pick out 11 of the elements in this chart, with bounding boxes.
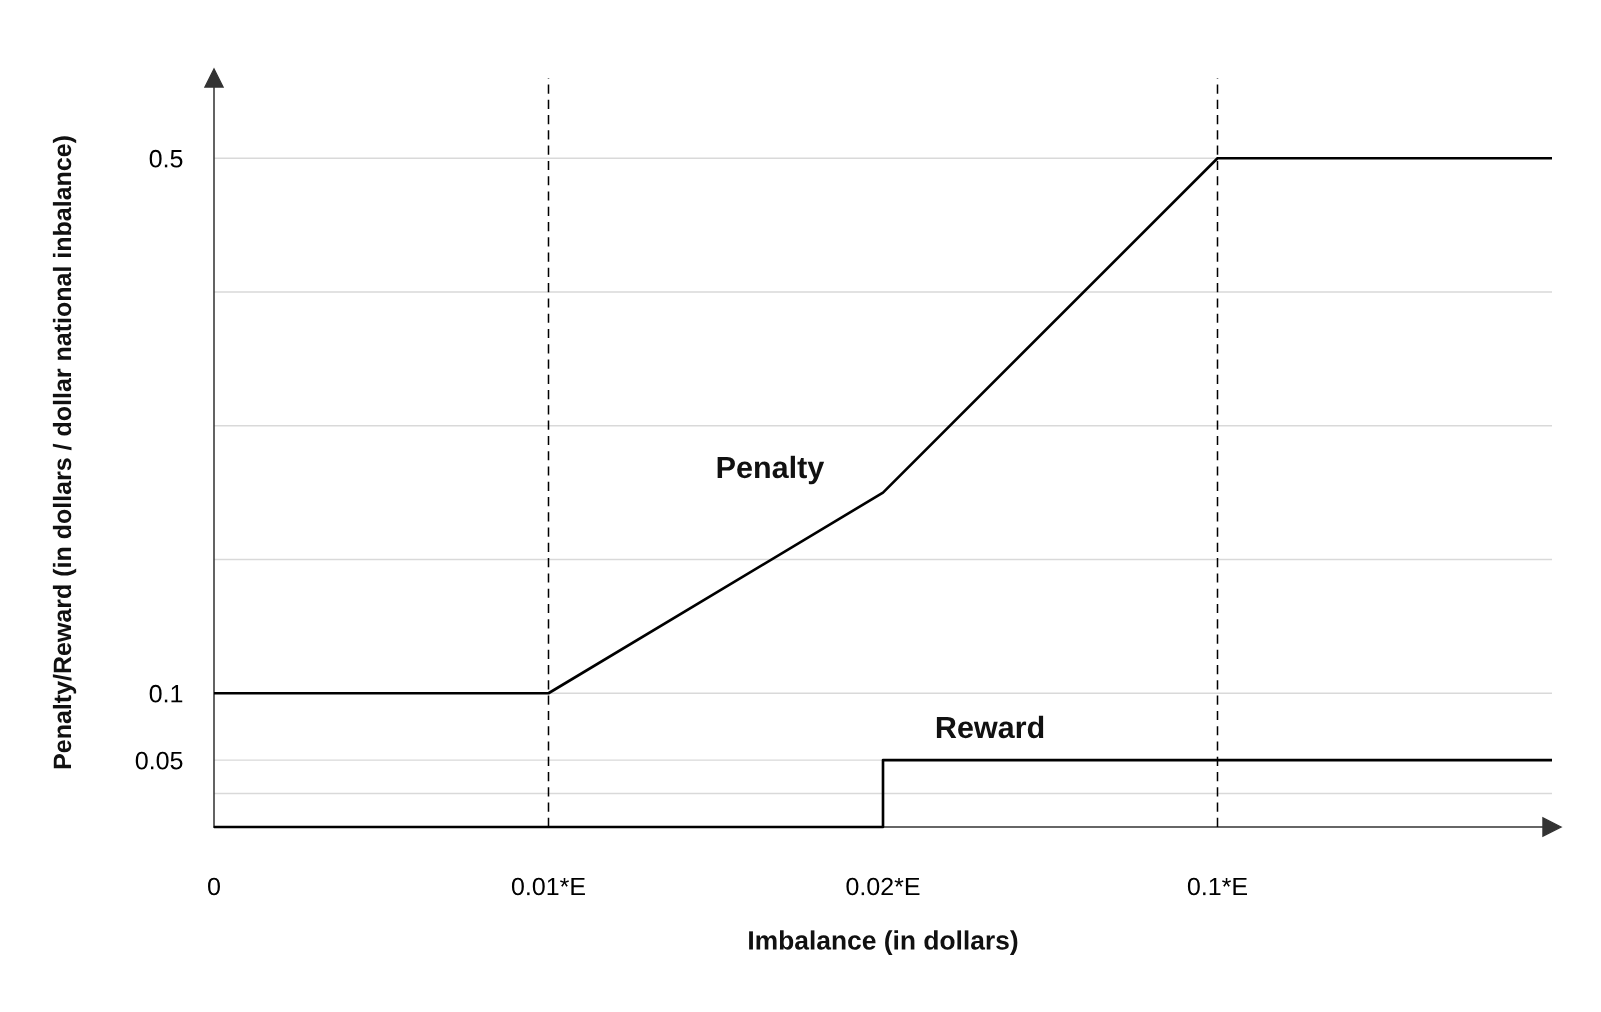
series-label: Reward (936, 715, 1044, 739)
y-tick-label: 0.05 (135, 751, 183, 770)
y-tick-label: 0.5 (149, 149, 183, 168)
y-tick-label: 0.1 (149, 684, 183, 703)
x-tick-label: 0.1*E (1187, 877, 1248, 896)
x-tick-label: 0.02*E (846, 877, 920, 896)
x-tick-label: 0.01*E (511, 877, 585, 896)
y-axis-title: Penalty/Reward (in dollars / dollar national inbalance) (52, 136, 77, 769)
series-label: Penalty (717, 455, 825, 485)
x-axis-title: Imbalance (in dollars) (749, 930, 1018, 955)
x-tick-label: 0 (208, 877, 220, 896)
